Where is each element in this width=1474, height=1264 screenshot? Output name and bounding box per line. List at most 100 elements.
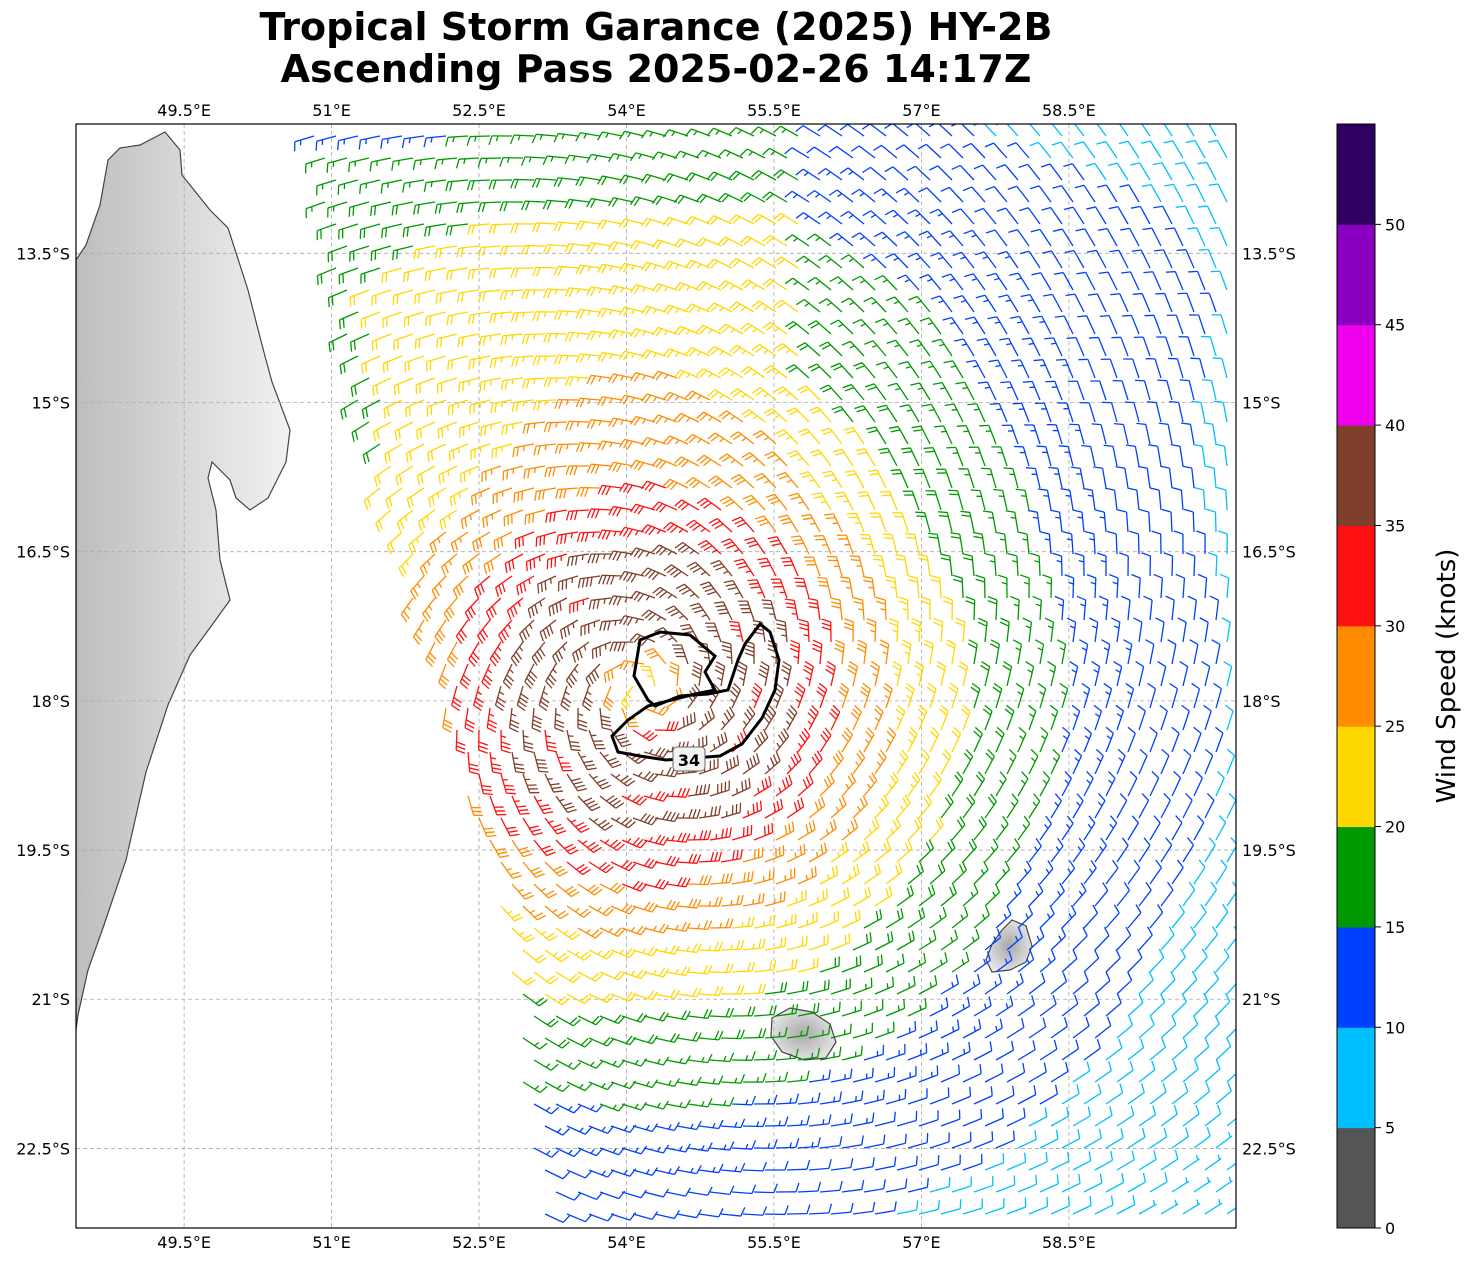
wind-barb xyxy=(995,124,1019,137)
wind-barb xyxy=(554,354,579,365)
wind-barb xyxy=(863,1134,886,1149)
wind-barb xyxy=(555,839,579,855)
wind-barb xyxy=(687,964,713,975)
wind-barb xyxy=(863,1044,885,1061)
wind-barb xyxy=(477,201,502,213)
wind-barb xyxy=(751,213,777,225)
wind-barb xyxy=(1226,1028,1236,1039)
wind-barb xyxy=(339,355,359,375)
wind-barb xyxy=(741,452,766,467)
wind-barb xyxy=(543,332,568,343)
wind-barb xyxy=(1166,314,1184,335)
wind-barb xyxy=(1165,595,1175,621)
wind-barb xyxy=(933,617,944,643)
wind-barb xyxy=(840,254,865,269)
wind-barb xyxy=(564,376,590,387)
wind-barb xyxy=(381,223,403,239)
wind-barb xyxy=(808,934,829,951)
wind-barb xyxy=(499,201,524,212)
wind-barb xyxy=(472,531,491,552)
wind-barb xyxy=(797,428,821,445)
wind-barb xyxy=(495,575,513,597)
wind-barb xyxy=(588,1213,615,1222)
wind-barb xyxy=(984,928,1002,951)
wind-barb xyxy=(918,230,942,247)
wind-barb xyxy=(830,887,850,907)
wind-barb xyxy=(710,559,733,577)
lon-tick-label-bottom: 57°E xyxy=(902,1233,940,1252)
wind-barb xyxy=(384,443,403,464)
wind-barb xyxy=(962,1019,982,1039)
wind-barb xyxy=(719,496,744,511)
wind-barb xyxy=(506,597,524,620)
wind-barb xyxy=(419,553,436,577)
wind-barb xyxy=(629,196,656,207)
wind-barb xyxy=(930,252,953,269)
wind-barb xyxy=(843,618,854,643)
wind-barb xyxy=(448,443,469,461)
wind-barb xyxy=(434,157,458,170)
wind-barb xyxy=(1106,530,1118,555)
wind-barb xyxy=(731,916,755,929)
wind-barb xyxy=(608,241,634,252)
wind-barb xyxy=(1000,381,1019,401)
wind-barb xyxy=(897,317,920,335)
lat-tick-label-right: 19.5°S xyxy=(1242,841,1296,860)
wind-barb xyxy=(762,705,777,731)
wind-barb xyxy=(729,682,742,709)
wind-barb xyxy=(572,641,590,663)
wind-barb xyxy=(731,777,751,797)
wind-barb xyxy=(830,1023,852,1039)
land-reunion xyxy=(770,1007,837,1061)
wind-barb xyxy=(1160,1015,1177,1039)
wind-barb xyxy=(808,1203,833,1215)
wind-barb xyxy=(375,509,392,533)
wind-barb xyxy=(577,751,597,771)
wind-barb xyxy=(673,412,700,423)
wind-barb xyxy=(1086,249,1107,269)
wind-barb xyxy=(1006,973,1024,995)
wind-barb xyxy=(1094,882,1109,907)
wind-barb xyxy=(1215,859,1228,885)
wind-barb xyxy=(533,839,556,857)
wind-barb xyxy=(591,641,612,659)
wind-barb xyxy=(1001,424,1019,445)
wind-barb xyxy=(500,817,520,837)
wind-barb xyxy=(555,751,573,772)
wind-barb xyxy=(566,1169,593,1179)
wind-barb xyxy=(985,229,1008,247)
wind-barb xyxy=(951,816,966,841)
contour-label: 34 xyxy=(678,751,700,770)
wind-barb xyxy=(785,705,798,731)
wind-barb xyxy=(1193,993,1209,1017)
wind-barb xyxy=(554,707,565,733)
wind-barb xyxy=(500,729,511,754)
wind-barb xyxy=(516,685,529,712)
wind-barb xyxy=(888,425,909,445)
colorbar-segment xyxy=(1337,625,1375,727)
wind-barb xyxy=(621,1189,648,1199)
wind-barb xyxy=(676,1120,702,1131)
wind-barb xyxy=(610,991,637,1002)
wind-barb xyxy=(930,574,942,599)
wind-barb xyxy=(415,377,436,395)
wind-barb xyxy=(665,1055,691,1065)
wind-barb xyxy=(747,579,766,599)
wind-barb xyxy=(1076,595,1087,621)
wind-barb xyxy=(742,705,756,731)
wind-barb xyxy=(665,605,689,621)
wind-barb xyxy=(1017,995,1036,1017)
wind-barb xyxy=(923,446,942,467)
wind-barb xyxy=(1039,815,1052,841)
wind-barb xyxy=(435,245,458,259)
wind-barb xyxy=(963,229,986,247)
wind-barb xyxy=(1038,488,1052,511)
wind-barb xyxy=(632,1211,659,1220)
wind-barb xyxy=(1065,293,1085,313)
wind-barb xyxy=(1179,379,1195,401)
lon-tick-label-top: 51°E xyxy=(312,101,350,120)
wind-barb xyxy=(665,787,691,798)
wind-barb xyxy=(632,812,659,826)
wind-barb xyxy=(459,663,471,690)
wind-barb xyxy=(588,1169,615,1178)
